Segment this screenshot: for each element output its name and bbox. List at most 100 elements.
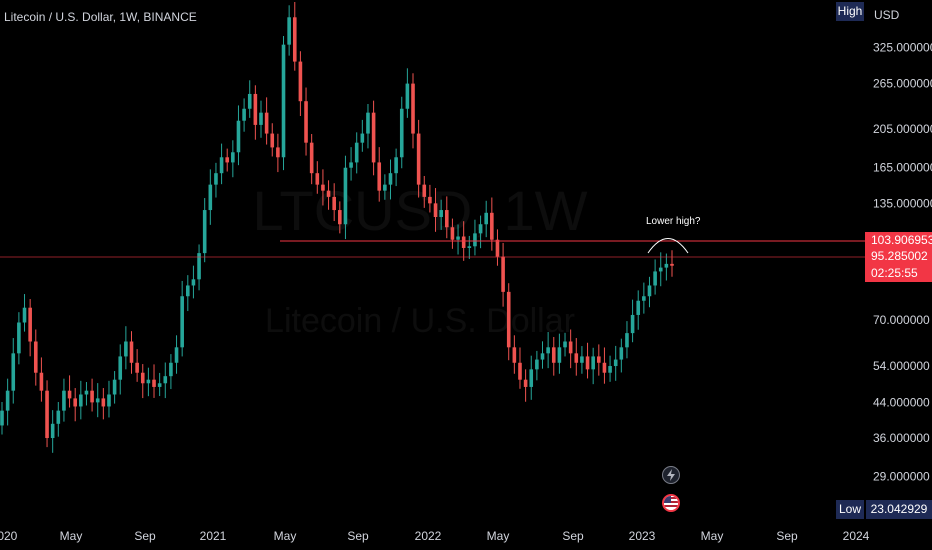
candle-down: [670, 263, 674, 266]
candle-down: [39, 372, 44, 391]
candle-down: [33, 341, 38, 373]
candle-up: [79, 394, 83, 407]
candle-up: [219, 157, 224, 174]
candle-down: [315, 173, 320, 185]
y-tick-label: 265.000000: [873, 77, 932, 91]
candle-up: [185, 285, 190, 297]
candle-up: [591, 356, 595, 370]
candle-up: [580, 356, 584, 363]
candle-down: [523, 379, 528, 387]
x-axis[interactable]: 2020 May Sep 2021 May Sep 2022 May Sep 2023 May Sep…: [0, 529, 870, 543]
candle-up: [473, 233, 477, 247]
candle-up: [112, 379, 117, 395]
candle-up: [636, 300, 641, 315]
candle-up: [118, 356, 123, 380]
high-label[interactable]: High: [836, 2, 864, 21]
candle-up: [540, 353, 545, 360]
candle-up: [84, 390, 89, 395]
candle-up: [630, 314, 635, 334]
y-tick-label: 135.000000: [873, 196, 932, 210]
candle-down: [501, 256, 505, 292]
candle-down: [585, 356, 590, 370]
candle-up: [163, 376, 168, 384]
x-tick-label: 2022: [415, 529, 442, 543]
candle-down: [28, 307, 32, 342]
y-tick-label: 70.000000: [873, 313, 930, 327]
y-tick-label: 205.000000: [873, 122, 932, 136]
us-flag-icon[interactable]: [662, 494, 680, 512]
candle-up: [5, 390, 10, 411]
candle-down: [253, 93, 258, 125]
x-tick-label: Sep: [347, 529, 369, 543]
candle-down: [512, 347, 517, 363]
candle-up: [343, 167, 348, 225]
candle-down: [568, 341, 573, 354]
candle-up: [208, 184, 213, 211]
low-value: 23.042929: [866, 500, 932, 519]
y-tick-label: 165.000000: [873, 161, 932, 175]
candle-down: [140, 372, 145, 384]
candle-up: [664, 263, 669, 268]
candle-up: [95, 398, 100, 403]
candle-down: [506, 291, 511, 348]
candle-up: [467, 246, 472, 248]
lightning-icon[interactable]: [662, 466, 680, 484]
x-tick-label: 2020: [0, 529, 18, 543]
candle-down: [292, 17, 297, 62]
candle-up: [456, 236, 460, 240]
x-tick-label: Sep: [776, 529, 798, 543]
candle-down: [304, 101, 308, 143]
candle-up: [146, 379, 151, 384]
candle-up: [50, 423, 55, 439]
x-tick-label: 2024: [843, 529, 870, 543]
candle-down: [270, 133, 275, 148]
candle-down: [518, 362, 522, 380]
candle-up: [247, 93, 252, 109]
candle-down: [574, 353, 579, 363]
candle-down: [135, 362, 139, 373]
candle-down: [371, 112, 376, 163]
candle-down: [422, 184, 427, 197]
candle-up: [647, 285, 652, 297]
candle-up: [169, 362, 173, 377]
candle-up: [281, 44, 286, 158]
x-tick-label: May: [487, 529, 510, 543]
y-tick-label: 29.000000: [873, 469, 930, 483]
candle-up: [236, 120, 241, 153]
y-tick-label: 36.000000: [873, 431, 930, 445]
candle-up: [0, 410, 4, 426]
candle-up: [287, 17, 291, 45]
candle-up: [202, 210, 207, 254]
candle-down: [338, 210, 342, 225]
x-tick-label: May: [701, 529, 724, 543]
y-tick-label: 325.000000: [873, 40, 932, 54]
candle-down: [90, 390, 94, 403]
candle-down: [152, 379, 156, 387]
candle-up: [619, 347, 624, 360]
candle-down: [225, 157, 230, 163]
candle-up: [180, 296, 184, 348]
candle-up: [231, 152, 235, 163]
y-tick-label: 54.000000: [873, 359, 930, 373]
candle-up: [157, 383, 162, 387]
x-tick-label: May: [60, 529, 83, 543]
candle-up: [242, 108, 246, 121]
candle-down: [321, 184, 325, 191]
candle-up: [62, 390, 66, 411]
candle-up: [394, 157, 398, 174]
candle-down: [73, 398, 77, 407]
candle-up: [439, 210, 443, 218]
candle-up: [388, 173, 393, 185]
candle-up: [608, 366, 612, 373]
candle-up: [360, 133, 365, 143]
y-axis[interactable]: 325.000000 265.000000 205.000000 165.000000…: [873, 40, 932, 483]
candle-up: [478, 224, 483, 234]
candle-up: [625, 333, 629, 348]
candle-down: [602, 362, 607, 373]
low-label[interactable]: Low: [836, 500, 864, 519]
x-tick-label: Sep: [134, 529, 156, 543]
candle-down: [377, 162, 382, 191]
candle-down: [129, 341, 134, 363]
currency-label: USD: [874, 8, 900, 22]
